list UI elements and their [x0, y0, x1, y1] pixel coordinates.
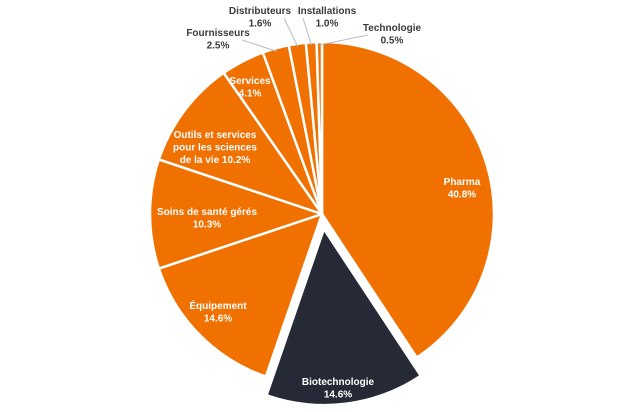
data-label-technologie: Technologie 0.5%: [363, 23, 422, 47]
pie-slice-technologie: [315, 40, 324, 216]
data-label-fournisseurs: Fournisseurs 2.5%: [186, 28, 250, 52]
data-label-equipement: Équipement 14.6%: [189, 299, 247, 325]
pie-slice-biotechnologie: [268, 231, 419, 404]
data-label-services: Services 4.1%: [229, 76, 271, 100]
data-label-distributeurs: Distributeurs 1.6%: [229, 6, 292, 30]
data-label-pharma: Pharma 40.8%: [444, 177, 481, 201]
pie-slice-equipement: [157, 212, 324, 378]
leader-line: [302, 17, 312, 46]
data-label-installations: Installations 1.0%: [298, 6, 357, 30]
leader-line: [241, 39, 277, 52]
pie-slice-soins-de-sante-geres: [148, 158, 324, 270]
data-label-biotechnologie: Biotechnologie 14.6%: [302, 377, 375, 401]
pie-slice-pharma: [320, 40, 496, 359]
leader-line: [283, 17, 299, 47]
leader-line: [319, 34, 369, 46]
data-label-soins-de-sante-geres: Soins de santé gérés 10.3%: [157, 207, 257, 231]
data-label-outils-et-services-pour-les-sciences-de-la-vie: Outils et services pour les sciences de la…: [173, 130, 257, 166]
pie-slice-outils-et-services-pour-les-sciences-de-la-vie: [157, 71, 324, 216]
